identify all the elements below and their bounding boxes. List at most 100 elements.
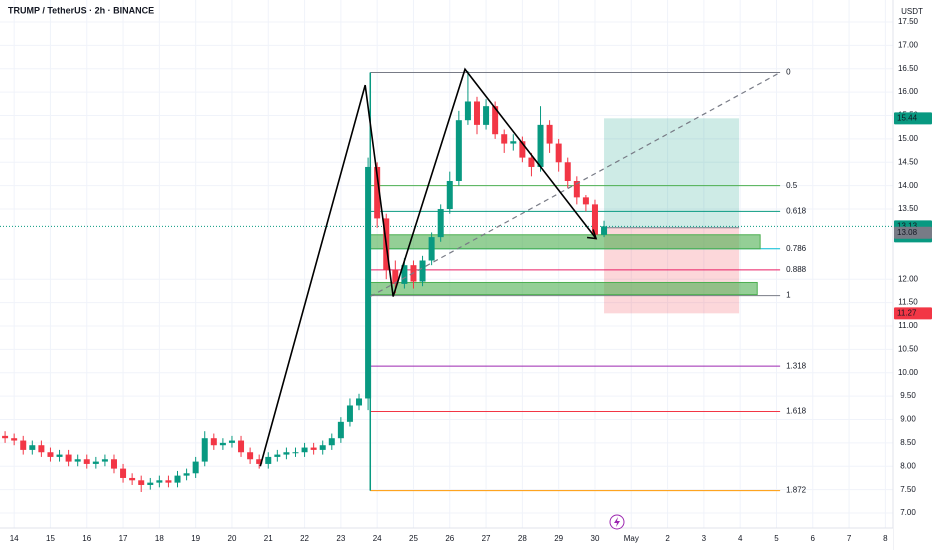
x-tick-label: 6	[811, 534, 816, 543]
candle-body	[310, 447, 317, 450]
candle-body	[483, 106, 490, 125]
candle-body	[20, 440, 27, 450]
y-tick-label: 9.50	[900, 391, 916, 400]
candle-body	[374, 166, 381, 219]
fib-label: 0.786	[786, 244, 807, 253]
candle-body	[274, 454, 281, 457]
candle-body	[537, 124, 544, 167]
candle-body	[446, 180, 453, 210]
price-badge-label: 15.44	[897, 113, 918, 122]
candle-body	[247, 452, 254, 460]
candle-body	[356, 398, 363, 406]
y-tick-label: 10.00	[898, 368, 919, 377]
grid	[0, 0, 893, 528]
candle-body	[129, 477, 136, 481]
fib-label: 1.618	[786, 407, 807, 416]
fib-label: 1	[786, 291, 791, 300]
y-tick-label: 10.50	[898, 344, 919, 353]
y-tick-label: 17.00	[898, 40, 919, 49]
candle-body	[156, 480, 163, 483]
x-tick-label: 24	[373, 534, 382, 543]
y-tick-label: 14.50	[898, 157, 919, 166]
currency-label: USDT	[901, 7, 923, 16]
y-tick-label: 12.00	[898, 274, 919, 283]
candle-body	[65, 454, 72, 462]
candle-body	[74, 459, 81, 462]
candle-body	[573, 180, 580, 198]
x-tick-label: 15	[46, 534, 55, 543]
candle-body	[519, 141, 526, 158]
fib-trend-line	[369, 71, 781, 298]
candle-body	[147, 482, 154, 485]
candle-body	[38, 445, 45, 453]
x-tick-label: 17	[119, 534, 128, 543]
candle-body	[228, 440, 235, 443]
x-tick-label: 29	[554, 534, 563, 543]
x-tick-label: 20	[228, 534, 237, 543]
x-tick-label: 3	[702, 534, 707, 543]
x-tick-label: 22	[300, 534, 309, 543]
candle-body	[101, 459, 108, 462]
candle-body	[437, 209, 444, 238]
candle-body	[365, 166, 372, 399]
candle-body	[337, 421, 344, 439]
x-tick-label: 8	[883, 534, 888, 543]
candle-body	[256, 459, 263, 464]
y-tick-label: 11.50	[898, 298, 918, 307]
candle-body	[110, 459, 117, 469]
y-tick-label: 8.00	[900, 461, 916, 470]
x-tick-label: 28	[518, 534, 527, 543]
candle-body	[83, 459, 90, 464]
price-badge	[894, 112, 932, 125]
candle-body	[510, 141, 517, 144]
fib-label: 1.318	[786, 361, 807, 370]
y-tick-label: 15.00	[898, 134, 919, 143]
price-badge	[894, 307, 932, 320]
price-axis	[893, 0, 932, 550]
candle-body	[464, 101, 471, 121]
time-axis	[0, 528, 893, 550]
y-tick-label: 16.00	[898, 87, 919, 96]
fib-label: 0.5	[786, 181, 798, 190]
candle-body	[47, 452, 54, 457]
candle-body	[346, 405, 353, 422]
x-tick-label: 30	[591, 534, 600, 543]
zigzag-arrow	[586, 229, 598, 240]
x-tick-label: 16	[82, 534, 91, 543]
candle-body	[192, 461, 199, 474]
candle-body	[183, 473, 190, 476]
symbol-title: TRUMP / TetherUS · 2h · BINANCE	[8, 5, 154, 15]
candle-body	[292, 452, 299, 454]
candle-body	[174, 475, 181, 483]
x-tick-label: 4	[738, 534, 743, 543]
y-tick-label: 14.00	[898, 181, 919, 190]
x-tick-label: 23	[336, 534, 345, 543]
candle-body	[601, 226, 608, 235]
y-tick-label: 17.50	[898, 17, 919, 26]
x-tick-label: May	[624, 534, 639, 543]
price-badge	[894, 226, 932, 239]
x-tick-label: 27	[482, 534, 491, 543]
candle-body	[319, 445, 326, 450]
candle-body	[528, 157, 535, 167]
price-badge-label: 13.13	[897, 221, 918, 230]
candle-body	[473, 101, 480, 125]
y-tick-label: 7.00	[900, 508, 916, 517]
candle-body	[546, 124, 553, 144]
x-tick-label: 21	[264, 534, 273, 543]
x-tick-label: 25	[409, 534, 418, 543]
axes: 17.5017.0016.5016.0015.5015.0014.5014.00…	[10, 17, 932, 543]
fib-label: 0.618	[786, 206, 807, 215]
y-tick-label: 11.00	[898, 321, 918, 330]
x-tick-label: 18	[155, 534, 164, 543]
candle-body	[455, 120, 462, 181]
y-tick-label: 7.50	[900, 485, 916, 494]
candle-body	[582, 197, 589, 205]
x-tick-label: 26	[445, 534, 454, 543]
candle-body	[401, 265, 408, 284]
y-tick-label: 8.50	[900, 438, 916, 447]
target-zone	[604, 118, 740, 228]
fib-label: 0	[786, 68, 791, 77]
